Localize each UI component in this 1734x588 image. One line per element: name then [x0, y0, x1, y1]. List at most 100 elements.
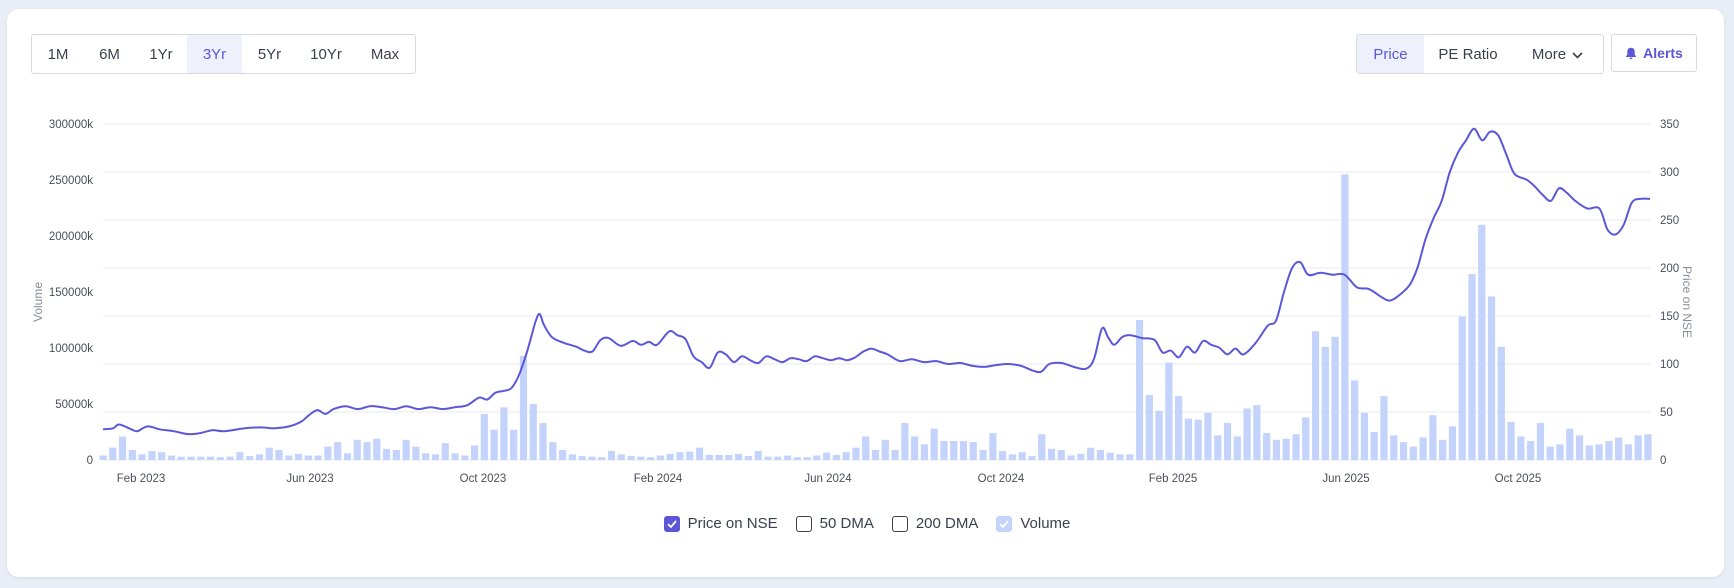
volume-bar [1175, 396, 1183, 460]
checkbox-checked-icon[interactable] [996, 515, 1013, 532]
volume-bar [148, 451, 156, 460]
volume-bar [1575, 435, 1584, 460]
legend-200-dma[interactable]: 200 DMA [891, 515, 978, 532]
volume-bar [1370, 432, 1378, 460]
x-tick-label: Oct 2025 [1495, 473, 1542, 485]
volume-bar [568, 454, 576, 460]
volume-bar [1165, 362, 1173, 460]
range-tab-1m[interactable]: 1M [47, 45, 69, 63]
range-tab-1yr[interactable]: 1Yr [149, 45, 173, 63]
volume-bar [1419, 437, 1427, 460]
volume-bar [431, 454, 440, 460]
volume-bar [1096, 449, 1105, 460]
range-tab-3yr[interactable]: 3Yr [187, 35, 242, 73]
volume-bar [539, 423, 547, 460]
left-tick-label: 250000k [49, 175, 93, 187]
volume-bar [999, 451, 1007, 460]
legend-price-label: Price on NSE [687, 515, 778, 532]
volume-bar [1126, 454, 1134, 460]
left-tick-label: 150000k [49, 287, 93, 299]
volume-bar [1282, 438, 1290, 460]
tab-pe-ratio[interactable]: PE Ratio [1438, 45, 1498, 63]
range-tab-5yr[interactable]: 5Yr [257, 45, 282, 63]
volume-bar [236, 452, 244, 460]
volume-bar [1184, 418, 1193, 460]
volume-bar [510, 429, 518, 460]
range-tab-6m[interactable]: 6M [99, 45, 120, 63]
alerts-button[interactable]: Alerts [1611, 34, 1697, 72]
bell-icon [1626, 47, 1637, 59]
volume-bar [588, 456, 596, 460]
right-tick-label: 150 [1660, 311, 1679, 323]
legend-price[interactable]: Price on NSE [663, 515, 778, 532]
volume-bar [959, 440, 968, 460]
volume-bar [1351, 380, 1359, 460]
volume-bar [705, 454, 713, 460]
volume-bar [578, 456, 586, 460]
right-axis-ticks: 0 50 100 150 200 250 300 350 [1660, 119, 1679, 467]
volume-bar [1360, 412, 1369, 460]
volume-bars [99, 174, 1652, 460]
volume-bar [637, 456, 645, 460]
volume-bar [285, 455, 293, 460]
x-tick-label: Jun 2023 [286, 473, 333, 485]
left-tick-label: 0 [87, 455, 93, 467]
volume-bar [1321, 346, 1329, 460]
left-axis-ticks: 0 50000k 100000k 150000k 200000k 250000k 30000… [49, 119, 93, 467]
volume-bar [1341, 174, 1349, 460]
more-label: More [1531, 45, 1567, 63]
volume-bar [1439, 439, 1447, 460]
right-tick-label: 50 [1660, 407, 1673, 419]
volume-bar [1634, 435, 1642, 460]
volume-bar [1409, 446, 1417, 460]
volume-bar [715, 454, 723, 460]
more-dropdown[interactable]: More [1512, 35, 1603, 73]
volume-bar [158, 452, 166, 460]
range-tab-10yr[interactable]: 10Yr [310, 45, 342, 63]
x-tick-label: Oct 2023 [460, 473, 507, 485]
volume-bar [803, 457, 811, 460]
volume-bar [294, 453, 303, 460]
volume-bar [1507, 421, 1515, 460]
legend-50-dma[interactable]: 50 DMA [795, 515, 874, 532]
volume-bar [1292, 434, 1300, 460]
x-tick-label: Feb 2025 [1149, 473, 1198, 485]
volume-bar [558, 449, 567, 460]
volume-bar [187, 456, 195, 460]
volume-bar [1448, 426, 1457, 460]
right-tick-label: 200 [1660, 263, 1679, 275]
volume-bar [1517, 436, 1525, 460]
volume-bar [470, 445, 479, 460]
volume-bar [343, 453, 352, 460]
checkbox-checked-icon[interactable] [663, 515, 680, 532]
volume-bar [109, 447, 117, 460]
volume-bar [754, 451, 762, 460]
volume-bar [441, 443, 449, 460]
checkbox-unchecked-icon[interactable] [795, 515, 812, 532]
volume-bar [382, 448, 391, 460]
x-tick-label: Feb 2024 [634, 473, 683, 485]
volume-bar [774, 456, 782, 460]
volume-bar [324, 446, 332, 460]
tab-price[interactable]: Price [1357, 35, 1424, 73]
volume-bar [128, 449, 136, 460]
volume-bar [490, 429, 498, 460]
volume-bar [500, 407, 508, 460]
volume-bar [598, 457, 606, 460]
volume-bar [304, 455, 312, 460]
volume-bar [793, 457, 801, 460]
volume-bar [1536, 423, 1545, 460]
volume-bar [1135, 320, 1144, 460]
range-tab-max[interactable]: Max [370, 45, 400, 63]
volume-bar [979, 449, 987, 460]
volume-bar [1038, 434, 1046, 460]
legend-volume[interactable]: Volume [996, 515, 1070, 532]
checkbox-unchecked-icon[interactable] [891, 515, 908, 532]
volume-bar [1497, 346, 1505, 460]
volume-bar [353, 439, 361, 460]
volume-bar [1556, 444, 1564, 460]
volume-bar [852, 447, 860, 460]
volume-bar [255, 454, 264, 460]
volume-bar [1008, 454, 1016, 460]
right-axis-label: Price on NSE [1680, 266, 1694, 338]
